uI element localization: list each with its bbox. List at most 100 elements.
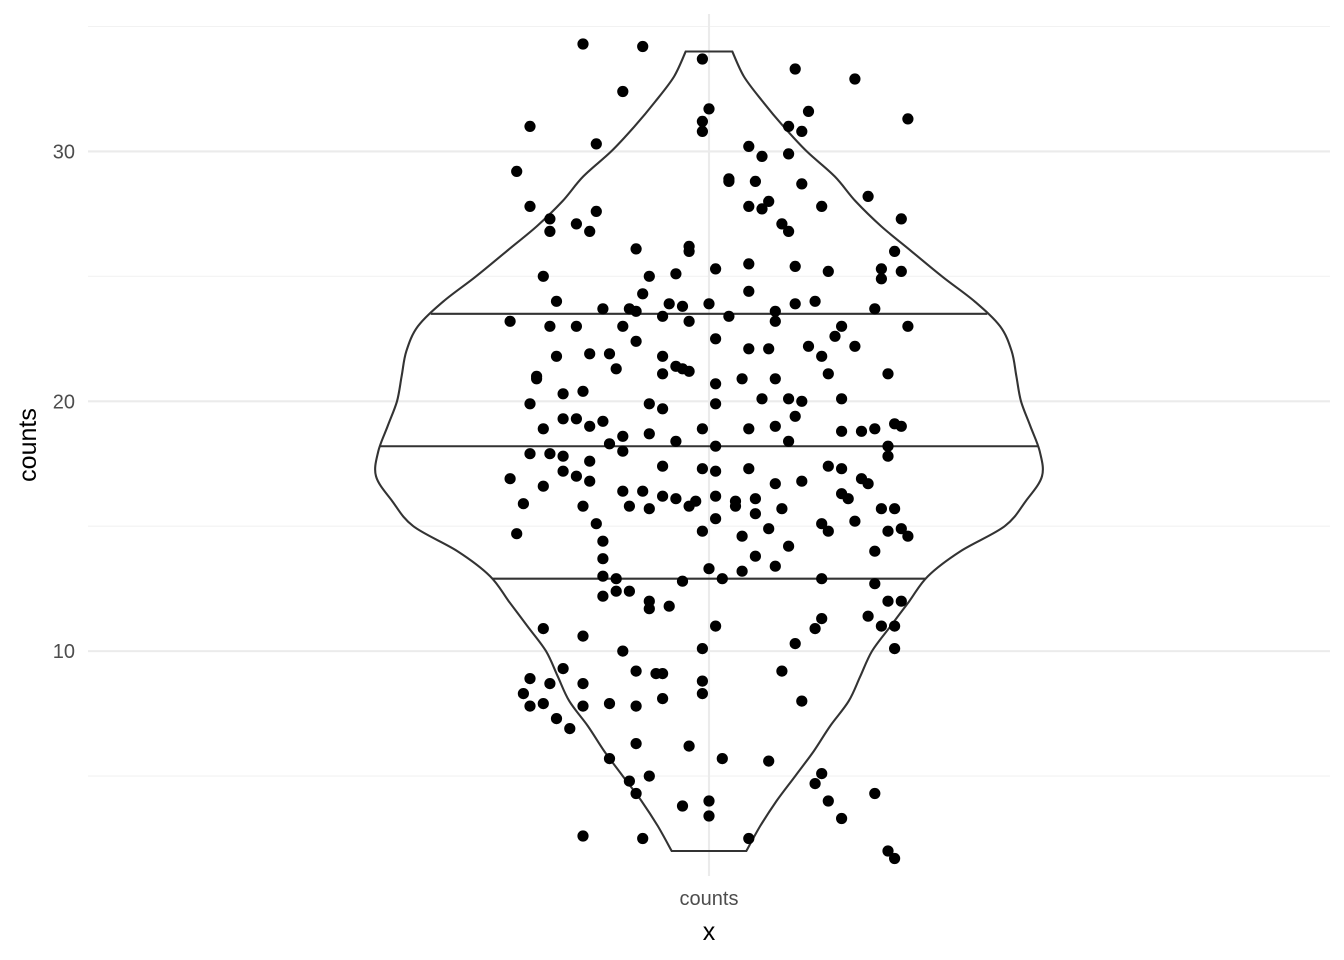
data-point xyxy=(610,363,622,375)
data-point xyxy=(696,125,709,137)
data-point xyxy=(869,787,881,800)
data-point xyxy=(617,320,629,332)
data-point xyxy=(630,665,642,677)
data-point xyxy=(630,335,642,347)
data-point xyxy=(882,368,894,380)
data-point xyxy=(849,73,861,85)
data-point xyxy=(537,623,549,635)
data-point xyxy=(683,240,695,252)
data-point xyxy=(657,403,669,415)
data-point xyxy=(789,298,801,310)
data-point xyxy=(670,268,682,280)
data-point xyxy=(882,525,894,537)
data-point xyxy=(889,245,901,257)
data-point xyxy=(511,165,523,177)
data-point xyxy=(822,265,834,277)
data-point xyxy=(657,350,669,362)
data-point xyxy=(584,455,596,467)
data-point xyxy=(657,310,669,322)
data-point xyxy=(743,285,755,297)
violin xyxy=(374,50,1044,853)
data-point xyxy=(763,755,775,767)
data-point xyxy=(783,435,795,447)
violin-outline xyxy=(374,50,1044,853)
data-point xyxy=(836,425,848,437)
data-point xyxy=(816,613,828,625)
data-point xyxy=(544,213,556,225)
data-point xyxy=(716,573,728,585)
data-point xyxy=(809,623,821,635)
y-axis-title: counts xyxy=(14,408,42,482)
data-point xyxy=(736,530,748,542)
data-point xyxy=(610,585,622,597)
data-point xyxy=(544,225,556,237)
data-point xyxy=(577,38,589,50)
data-point xyxy=(643,398,655,410)
data-point xyxy=(537,698,549,710)
data-point xyxy=(822,368,834,380)
data-point xyxy=(550,295,563,307)
data-point xyxy=(504,473,516,485)
data-point xyxy=(749,493,762,505)
data-point xyxy=(862,610,874,622)
data-point xyxy=(524,398,536,410)
data-point xyxy=(889,418,901,430)
data-point xyxy=(822,795,834,807)
data-point xyxy=(696,675,709,687)
data-point xyxy=(603,753,616,765)
data-point xyxy=(855,425,868,437)
data-point xyxy=(603,698,616,710)
data-point xyxy=(577,678,589,690)
data-point xyxy=(710,440,722,452)
data-point xyxy=(557,388,569,400)
data-point xyxy=(630,738,642,750)
data-point xyxy=(895,595,907,607)
data-point xyxy=(657,668,669,680)
data-point xyxy=(544,678,556,690)
data-point xyxy=(584,348,596,360)
data-point xyxy=(597,535,609,547)
data-point xyxy=(590,138,602,150)
data-point xyxy=(676,800,689,812)
data-point xyxy=(597,415,609,427)
data-point xyxy=(696,643,709,655)
data-point xyxy=(816,573,828,585)
data-point xyxy=(557,413,569,425)
data-point xyxy=(623,500,636,512)
data-point xyxy=(836,320,848,332)
y-tick-label: 20 xyxy=(53,391,75,413)
data-point xyxy=(783,393,795,405)
data-point xyxy=(524,673,536,685)
data-point xyxy=(590,205,602,217)
data-point xyxy=(875,263,888,275)
data-point xyxy=(749,175,762,187)
data-point xyxy=(670,493,682,505)
data-point xyxy=(617,430,629,442)
data-point xyxy=(710,398,722,410)
data-point xyxy=(769,373,781,385)
data-point xyxy=(816,768,828,780)
data-point xyxy=(836,812,848,825)
data-point xyxy=(822,525,834,537)
data-point xyxy=(789,410,801,422)
x-axis-title: x xyxy=(703,918,716,946)
data-point xyxy=(643,595,655,607)
data-point xyxy=(763,343,775,355)
data-point xyxy=(637,832,649,845)
data-point xyxy=(816,350,828,362)
data-point xyxy=(869,303,881,315)
data-point xyxy=(809,778,821,790)
x-axis-tick-labels: counts xyxy=(680,888,739,910)
data-point xyxy=(783,225,795,237)
data-point xyxy=(743,832,755,845)
data-point xyxy=(816,200,828,212)
data-point xyxy=(895,523,907,535)
data-point xyxy=(862,190,874,202)
data-point xyxy=(703,810,715,822)
data-point xyxy=(902,320,914,332)
data-point xyxy=(524,700,536,712)
data-point xyxy=(889,643,901,655)
data-point xyxy=(557,663,569,675)
data-point xyxy=(862,478,874,490)
data-point xyxy=(617,645,629,657)
